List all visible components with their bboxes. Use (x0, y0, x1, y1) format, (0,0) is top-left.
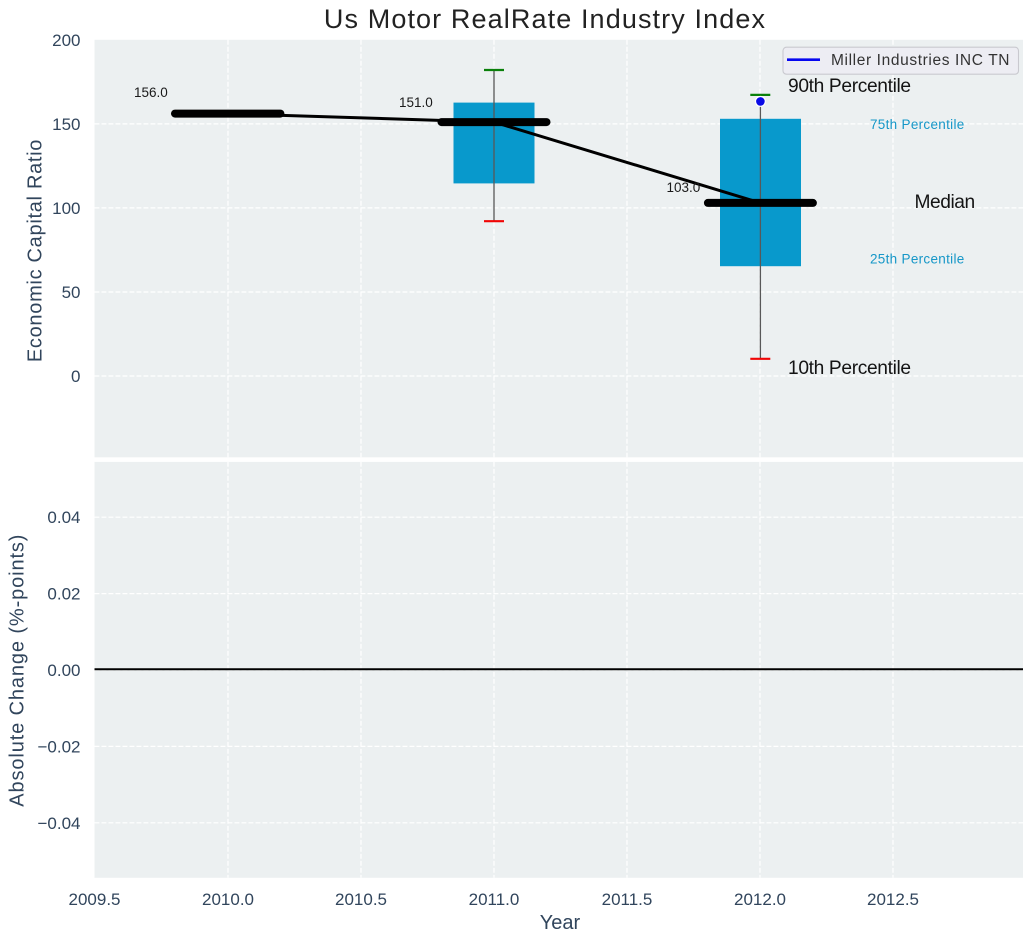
svg-text:100: 100 (52, 199, 80, 218)
svg-text:2009.5: 2009.5 (69, 890, 121, 909)
svg-text:90th Percentile: 90th Percentile (788, 76, 911, 97)
svg-text:Miller Industries INC TN: Miller Industries INC TN (831, 52, 1010, 69)
svg-text:0.00: 0.00 (47, 661, 80, 680)
svg-text:200: 200 (52, 31, 80, 50)
svg-text:−0.02: −0.02 (37, 737, 80, 756)
svg-text:Us Motor RealRate Industry Ind: Us Motor RealRate Industry Index (324, 4, 766, 34)
svg-text:103.0: 103.0 (667, 180, 701, 195)
svg-text:2010.5: 2010.5 (335, 890, 387, 909)
svg-text:Economic Capital Ratio: Economic Capital Ratio (25, 139, 47, 362)
svg-text:2011.0: 2011.0 (469, 890, 520, 909)
svg-text:150: 150 (52, 115, 80, 134)
svg-text:50: 50 (62, 283, 81, 302)
svg-text:25th Percentile: 25th Percentile (870, 252, 965, 267)
svg-text:−0.04: −0.04 (37, 814, 80, 833)
svg-text:2010.0: 2010.0 (202, 890, 254, 909)
svg-text:151.0: 151.0 (399, 95, 433, 110)
svg-text:2012.5: 2012.5 (867, 890, 919, 909)
svg-text:0: 0 (71, 367, 80, 386)
svg-text:0.04: 0.04 (47, 508, 80, 527)
svg-text:0.02: 0.02 (47, 585, 80, 604)
svg-text:Median: Median (915, 192, 975, 213)
svg-text:75th Percentile: 75th Percentile (870, 117, 965, 132)
svg-text:2012.0: 2012.0 (734, 890, 786, 909)
svg-text:156.0: 156.0 (134, 85, 168, 100)
svg-text:10th Percentile: 10th Percentile (788, 358, 911, 379)
svg-text:Year: Year (540, 912, 581, 934)
svg-text:2011.5: 2011.5 (602, 890, 653, 909)
svg-text:Absolute Change (%-points): Absolute Change (%-points) (7, 534, 29, 807)
